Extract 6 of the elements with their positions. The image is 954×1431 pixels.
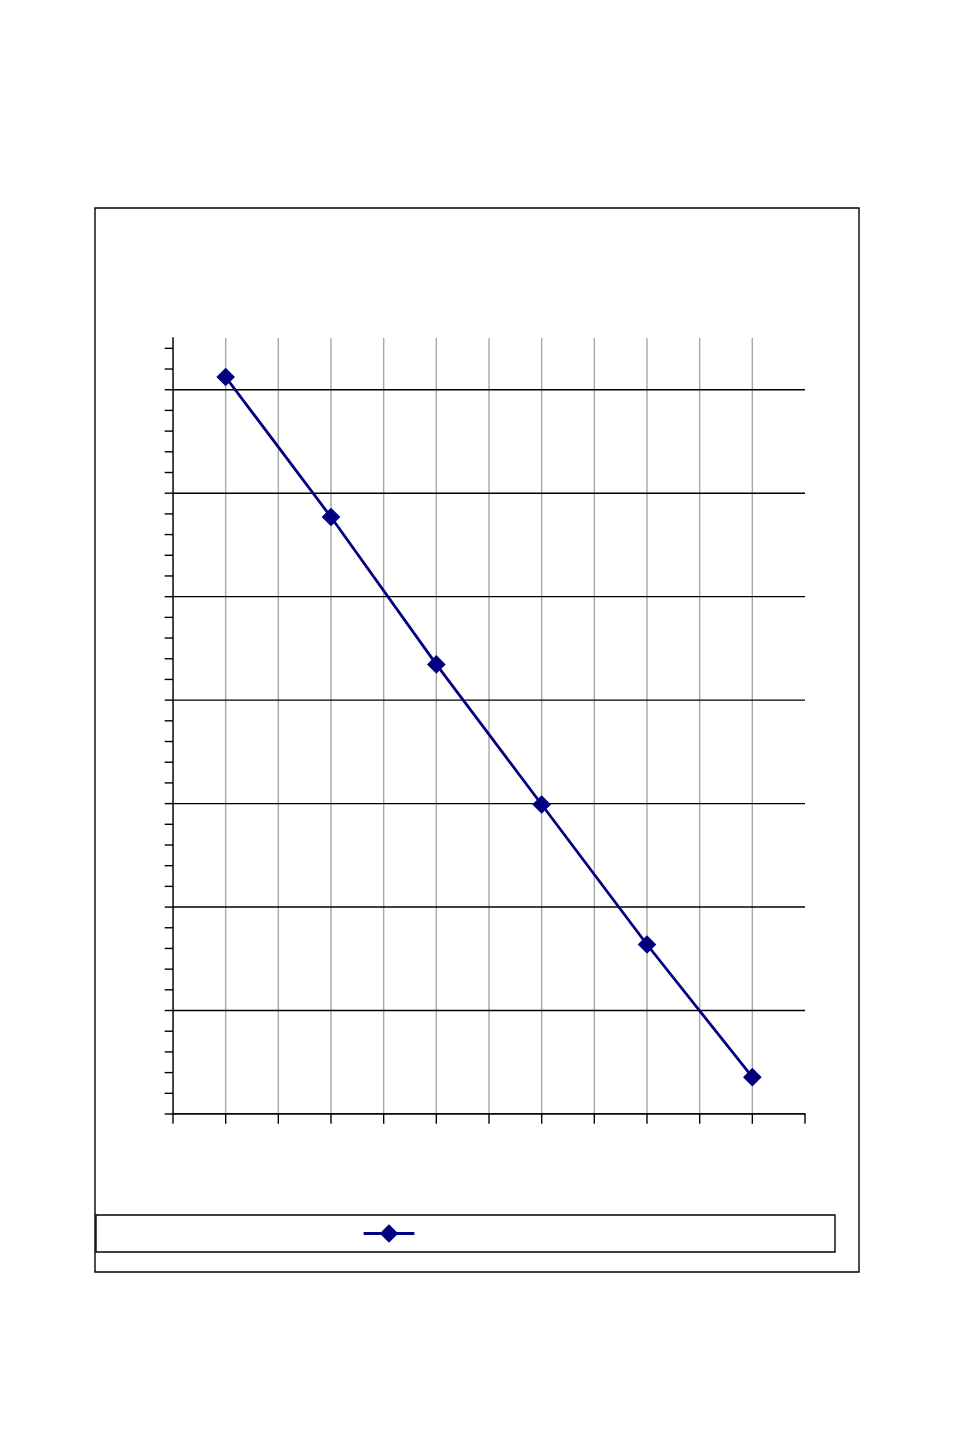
point [743, 1068, 762, 1087]
point [532, 795, 551, 814]
point [637, 935, 657, 954]
point [427, 655, 446, 674]
point [321, 507, 341, 527]
point [216, 367, 235, 387]
